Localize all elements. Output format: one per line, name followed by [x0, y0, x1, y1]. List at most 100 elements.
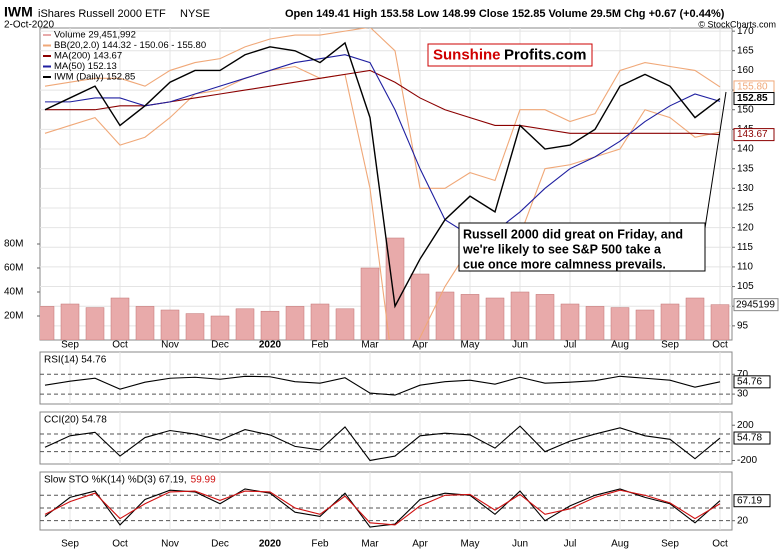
x-tick-label: Jun: [512, 539, 528, 550]
plot-area: [40, 28, 732, 340]
volume-bar: [660, 303, 680, 340]
volume-bar: [485, 297, 505, 340]
price-label-box: [733, 92, 775, 106]
y-tick-label: 20: [737, 515, 749, 526]
x-tick-label: Dec: [211, 340, 229, 351]
volume-bar: [385, 237, 405, 340]
y-tick-label: 30: [737, 389, 749, 400]
x-tick-label: Jul: [564, 539, 577, 550]
x-tick-label: Oct: [712, 340, 728, 351]
volume-bar: [285, 306, 305, 340]
volume-bar: [160, 309, 180, 340]
volume-label: 2945199: [736, 299, 775, 310]
series-line: [44, 41, 721, 309]
x-tick-label: May: [461, 539, 480, 550]
legend-entry: MA(50) 152.13: [54, 61, 117, 72]
legend-entry: IWM (Daily) 152.85: [54, 72, 135, 83]
x-tick-label: Aug: [611, 340, 629, 351]
series-line: [44, 425, 721, 462]
x-tick-label: Nov: [161, 539, 179, 550]
annotation-line: Russell 2000 did great on Friday, and: [463, 227, 683, 241]
fund-name: iShares Russell 2000 ETF: [38, 8, 166, 20]
series-line: [44, 489, 721, 526]
x-tick-label: Sep: [61, 340, 79, 351]
volume-bar: [210, 315, 230, 340]
quote: Open 149.41 High 153.58 Low 148.99 Close…: [285, 8, 725, 20]
volume-bar: [185, 313, 205, 340]
x-tick-label: Mar: [361, 539, 379, 550]
volume-bar: [610, 307, 630, 340]
volume-bar: [360, 267, 380, 340]
x-tick-label: Sep: [661, 340, 679, 351]
volume-bar: [40, 306, 55, 340]
y-tick-label: 125: [737, 203, 754, 214]
panel-title-d: 59.99: [191, 475, 216, 486]
legend-entry: BB(20,2.0) 144.32 - 150.06 - 155.80: [54, 40, 206, 51]
price-label: 152.85: [737, 93, 768, 104]
volume-bar: [60, 303, 80, 340]
volume-bar: [560, 303, 580, 340]
panel: -200 200 CCI(20) 54.78 54.78: [39, 411, 771, 466]
y2-tick-label: 60M: [4, 263, 23, 274]
y-tick-label: 170: [737, 26, 754, 37]
x-tick-label: Jul: [564, 340, 577, 351]
x-tick-label: Mar: [361, 340, 379, 351]
price-label-box: [733, 128, 775, 142]
volume-bar: [260, 310, 280, 340]
x-tick-label: Feb: [311, 340, 329, 351]
volume-bar: [335, 308, 355, 340]
y-tick-label: 165: [737, 45, 754, 56]
y-tick-label: -200: [737, 455, 757, 466]
y-tick-label: 130: [737, 183, 754, 194]
series-line: [44, 28, 721, 189]
x-tick-label: Oct: [112, 539, 128, 550]
x-tick-label: Apr: [412, 340, 428, 351]
ticker: IWM: [4, 4, 33, 20]
value-label-box: [733, 494, 771, 508]
volume-bar: [510, 291, 530, 340]
panel: 30 70 RSI(14) 54.76 54.76: [39, 351, 771, 405]
y-tick-label: 160: [737, 65, 754, 76]
volume-bar: [85, 307, 105, 340]
legend-entry: Volume 29,451,992: [54, 30, 136, 41]
series-line: [45, 54, 721, 237]
legend-entry: MA(200) 143.67: [54, 51, 122, 62]
volume-bar: [710, 304, 730, 340]
x-tick-label: May: [461, 340, 480, 351]
x-tick-label: Oct: [112, 340, 128, 351]
date: 2-Oct-2020: [4, 20, 54, 31]
logo-left: Sunshine: [433, 46, 501, 63]
panel: 9510010511011512012513013514014515015516…: [4, 26, 779, 351]
x-tick-label: Aug: [611, 539, 629, 550]
series-line: [44, 488, 721, 528]
annotation-pointer: [704, 91, 727, 229]
y-tick-label: 150: [737, 104, 754, 115]
x-tick-label: Sep: [61, 539, 79, 550]
value-label: 67.19: [737, 495, 762, 506]
x-tick-label: Feb: [311, 539, 329, 550]
price-label: 155.80: [737, 82, 768, 93]
y-tick-label: 70: [737, 369, 749, 380]
x-tick-label: Oct: [712, 539, 728, 550]
y-tick-label: 110: [737, 262, 753, 273]
y2-tick-label: 20M: [4, 311, 23, 322]
y-tick-label: 135: [737, 163, 754, 174]
volume-bar: [410, 273, 430, 340]
volume-bar: [685, 297, 705, 340]
plot-area: [40, 373, 732, 396]
plot-area: [40, 425, 732, 462]
volume-bar: [310, 303, 330, 340]
exchange: NYSE: [180, 8, 210, 20]
volume-bar: [585, 306, 605, 340]
value-label-box: [733, 375, 771, 389]
volume-bar: [535, 294, 555, 340]
panel-title: CCI(20) 54.78: [44, 415, 107, 426]
plot-area: [40, 488, 732, 528]
volume-bar: [110, 297, 130, 340]
x-tick-label: Dec: [211, 539, 229, 550]
y-tick-label: 140: [737, 144, 754, 155]
credit: © StockCharts.com: [698, 19, 776, 29]
panel: 20 Slow STO %K(14) %D(3) 67.19, 59.99 67.19…: [39, 471, 771, 550]
y2-tick-label: 80M: [4, 239, 23, 250]
panel-frame: [39, 411, 733, 465]
